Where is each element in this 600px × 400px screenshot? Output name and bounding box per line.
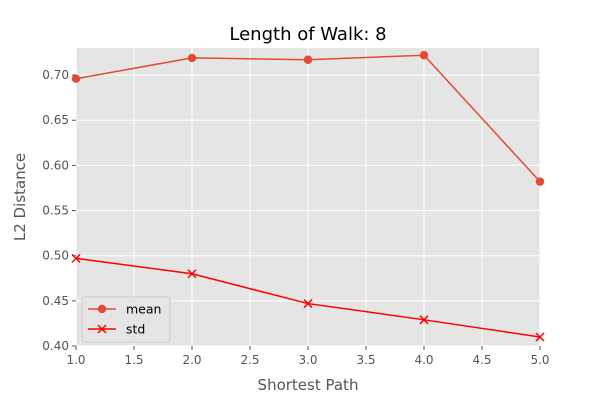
legend: mean std <box>81 296 171 343</box>
x-tick-label: 2.0 <box>182 353 201 367</box>
data-point-std <box>303 299 313 309</box>
legend-entry-mean: mean <box>88 302 161 317</box>
x-tick-label: 1.5 <box>124 353 143 367</box>
series-layer <box>71 51 545 342</box>
series-mean <box>71 51 545 186</box>
data-point-mean <box>303 55 313 64</box>
x-tick-label: 1.0 <box>66 353 85 367</box>
y-tick-label: 0.55 <box>42 204 69 218</box>
data-point-mean <box>419 51 429 60</box>
data-point-mean <box>535 177 545 186</box>
y-tick-label: 0.50 <box>42 249 69 263</box>
y-tick-label: 0.60 <box>42 158 69 172</box>
x-tick-label: 3.0 <box>298 353 317 367</box>
data-point-mean <box>187 53 197 63</box>
legend-marker <box>97 324 107 334</box>
legend-marker <box>97 304 107 314</box>
x-tick-label: 2.5 <box>240 353 259 367</box>
legend-label: mean <box>126 302 161 317</box>
legend-label: std <box>126 322 145 337</box>
x-tick-label: 4.0 <box>414 353 433 367</box>
x-tick-label: 3.5 <box>356 353 375 367</box>
data-point-std <box>419 315 429 325</box>
chart-title: Length of Walk: 8 <box>229 24 386 45</box>
y-axis-label: L2 Distance <box>11 153 29 241</box>
y-tick-label: 0.45 <box>42 294 69 308</box>
x-tick-label: 4.5 <box>472 353 491 367</box>
y-tick-label: 0.70 <box>42 68 69 82</box>
x-axis-ticks: 1.0 1.5 2.0 2.5 3.0 3.5 4.0 4.5 5.0 <box>66 346 550 367</box>
x-axis-label: Shortest Path <box>258 376 359 394</box>
x-tick-label: 5.0 <box>530 353 549 367</box>
data-point-mean <box>71 74 81 83</box>
data-point-std <box>187 269 197 279</box>
y-tick-label: 0.65 <box>42 113 69 127</box>
legend-entry-std: std <box>88 322 145 337</box>
y-axis-ticks: 0.40 0.45 0.50 0.55 0.60 0.65 0.70 <box>42 68 76 353</box>
data-point-std <box>535 332 545 342</box>
y-tick-label: 0.40 <box>42 339 69 353</box>
